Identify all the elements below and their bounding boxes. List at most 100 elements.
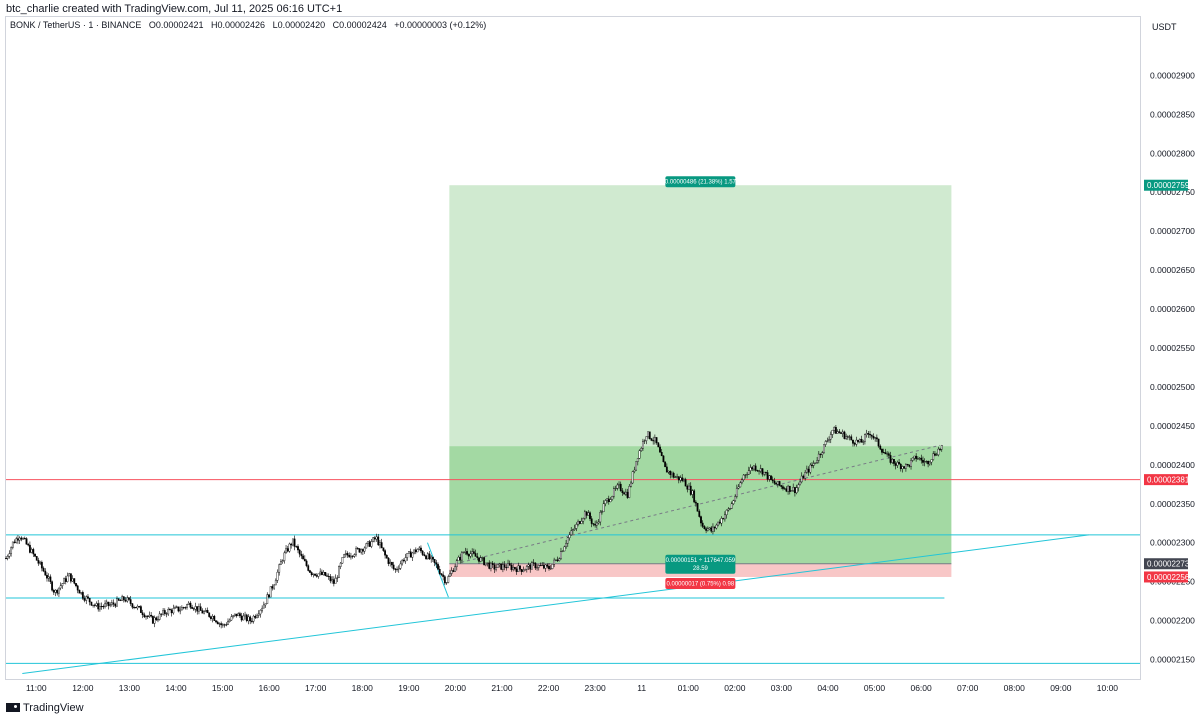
candle-body: [256, 615, 258, 618]
candle-body: [317, 573, 320, 577]
tradingview-logo-icon: [6, 703, 20, 712]
candle-body: [836, 431, 839, 434]
price-badge[interactable]: [1144, 571, 1188, 583]
x-tick-label: 03:00: [771, 683, 793, 693]
candle-body: [542, 564, 545, 569]
candle-body: [624, 491, 627, 495]
candle-body: [780, 485, 783, 487]
candle-body: [433, 559, 436, 563]
candle-body: [281, 560, 284, 562]
candle-body: [727, 508, 730, 511]
candle-body: [56, 589, 59, 594]
candle-body: [831, 430, 834, 435]
candle-body: [322, 572, 325, 575]
candle-body: [694, 501, 697, 504]
candle-body: [150, 614, 153, 617]
candle-body: [51, 581, 54, 591]
price-badge[interactable]: [1144, 179, 1188, 191]
candle-body: [838, 431, 841, 433]
candle-body: [759, 468, 762, 472]
candle-body: [664, 461, 667, 468]
candle-body: [794, 487, 796, 494]
candle-body: [642, 441, 644, 449]
candle-body: [684, 479, 687, 487]
candle-body: [242, 615, 245, 621]
candle-body: [443, 576, 446, 584]
candle-body: [626, 491, 629, 498]
trend-line-2[interactable]: [455, 444, 940, 565]
candle-body: [643, 440, 646, 442]
price-badge[interactable]: [1144, 558, 1188, 570]
candle-body: [321, 571, 323, 575]
candle-body: [910, 460, 912, 467]
candle-body: [237, 613, 240, 617]
candle-body: [717, 521, 719, 526]
candle-body: [713, 526, 716, 529]
candle-body: [462, 552, 465, 554]
currency-label[interactable]: USDT: [1152, 22, 1177, 32]
candle-body: [529, 564, 532, 570]
candle-body: [404, 557, 407, 562]
candle-body: [568, 534, 571, 539]
candle-body: [505, 567, 508, 569]
candle-body: [194, 606, 197, 610]
candle-body: [406, 552, 409, 558]
candle-body: [310, 572, 313, 575]
candle-body: [189, 602, 192, 608]
y-tick-label: 0.00002500: [1150, 382, 1195, 392]
candle-body: [461, 552, 463, 561]
candle-body: [367, 541, 369, 544]
candle-body: [698, 511, 701, 517]
candle-body: [927, 460, 930, 465]
candle-body: [343, 554, 346, 558]
price-badge-label: 0.00002381: [1147, 476, 1190, 485]
candle-body: [766, 472, 769, 480]
candle-body: [819, 453, 822, 456]
candle-body: [722, 518, 725, 520]
candle-body: [239, 613, 241, 617]
candle-body: [332, 579, 335, 584]
candle-body: [105, 601, 108, 604]
candle-body: [502, 564, 504, 570]
candle-body: [129, 599, 132, 604]
candle-body: [269, 586, 272, 598]
candle-body: [261, 607, 264, 611]
candle-body: [884, 452, 887, 455]
price-badge[interactable]: [1144, 474, 1188, 486]
candle-body: [677, 476, 680, 481]
symbol-name[interactable]: BONK / TetherUS · 1 · BINANCE: [10, 20, 142, 30]
candle-body: [121, 596, 124, 601]
candle-body: [585, 511, 588, 516]
candle-body: [633, 469, 636, 472]
candle-body: [720, 518, 723, 524]
candle-body: [498, 563, 501, 565]
candle-body: [650, 438, 653, 441]
candle-body: [660, 452, 663, 457]
candle-body: [932, 453, 935, 460]
candle-body: [816, 460, 819, 463]
candle-body: [773, 480, 776, 484]
candle-body: [729, 508, 731, 510]
candle-body: [638, 450, 641, 459]
candle-body: [693, 490, 696, 503]
candle-body: [580, 521, 583, 524]
candle-body: [882, 452, 885, 454]
candle-body: [940, 445, 943, 450]
candle-body: [700, 516, 702, 524]
candle-body: [891, 459, 894, 463]
candle-body: [737, 486, 740, 489]
candle-body: [652, 440, 655, 442]
candle-body: [430, 556, 433, 560]
candle-body: [898, 462, 900, 465]
symbol-legend[interactable]: BONK / TetherUS · 1 · BINANCE O0.0000242…: [10, 20, 486, 30]
candle-body: [262, 604, 265, 609]
profit-zone-remaining[interactable]: [449, 185, 952, 447]
candle-body: [537, 565, 540, 568]
candle-body: [877, 438, 880, 447]
candle-body: [689, 485, 692, 495]
profit-zone-filled[interactable]: [449, 446, 952, 564]
trend-line-0[interactable]: [22, 534, 1089, 675]
candle-body: [447, 576, 450, 583]
price-axis-badges: 0.00002759 0.00002381 0.00002273 0.00002256: [1144, 179, 1190, 583]
